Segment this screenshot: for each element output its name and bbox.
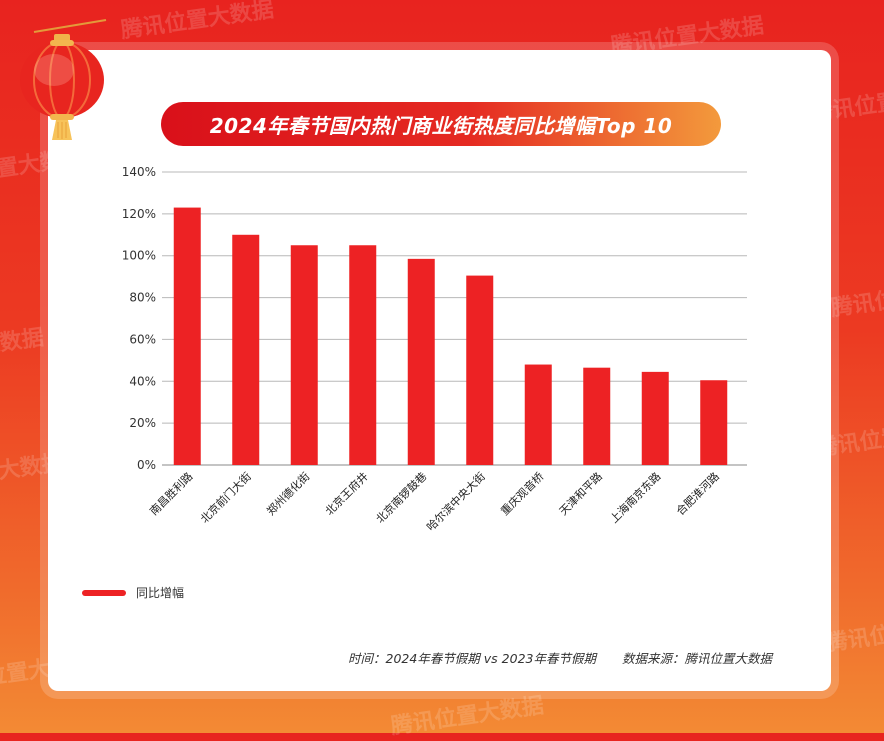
footer-note: 时间：2024年春节假期 vs 2023年春节假期 数据来源：腾讯位置大数据	[348, 648, 808, 667]
chart-title-banner: 2024年春节国内热门商业街热度同比增幅Top 10	[161, 102, 721, 146]
x-tick-label: 北京王府井	[322, 469, 371, 518]
legend-swatch	[82, 589, 126, 596]
y-tick-label: 100%	[122, 249, 156, 263]
bar	[173, 207, 201, 466]
x-tick-label: 郑州德化街	[264, 469, 313, 518]
y-tick-label: 40%	[129, 374, 156, 388]
bar	[524, 364, 552, 465]
bar	[407, 258, 435, 465]
bar	[583, 367, 611, 465]
footer-source: 数据来源：腾讯位置大数据	[621, 651, 772, 666]
x-tick-label: 上海南京东路	[607, 469, 664, 526]
bar	[290, 245, 318, 465]
legend-label: 同比增幅	[136, 586, 185, 600]
x-tick-label: 天津和平路	[557, 470, 605, 518]
bar	[641, 371, 669, 465]
bar	[466, 275, 494, 465]
bars	[173, 207, 728, 466]
x-tick-label: 哈尔滨中央大街	[424, 469, 488, 533]
bar	[349, 245, 377, 465]
y-tick-label: 0%	[137, 458, 156, 472]
y-tick-label: 140%	[122, 165, 156, 179]
bar	[700, 380, 728, 465]
x-tick-label: 南昌胜利路	[147, 469, 196, 518]
y-tick-label: 20%	[129, 416, 156, 430]
x-tick-labels: 南昌胜利路 北京前门大街 郑州德化街 北京王府井 北京南锣鼓巷哈尔滨中央大街 重庆观音桥天…	[147, 469, 722, 533]
chart-title: 2024年春节国内热门商业街热度同比增幅Top 10	[209, 113, 673, 138]
x-tick-label: 北京南锣鼓巷	[373, 469, 430, 526]
footer-time: 时间：2024年春节假期 vs 2023年春节假期	[348, 651, 596, 666]
legend: 同比增幅	[82, 584, 184, 601]
y-tick-label: 80%	[129, 291, 156, 305]
bar	[232, 234, 260, 465]
x-tick-label: 重庆观音桥	[498, 469, 547, 518]
y-tick-labels: 0% 20% 40% 60% 80% 100% 120% 140%	[122, 165, 156, 472]
y-tick-label: 60%	[129, 332, 156, 346]
x-tick-label: 合肥淮河路	[673, 469, 722, 518]
y-tick-label: 120%	[122, 207, 156, 221]
lantern-icon	[20, 19, 107, 140]
x-tick-label: 北京前门大街	[197, 469, 254, 526]
